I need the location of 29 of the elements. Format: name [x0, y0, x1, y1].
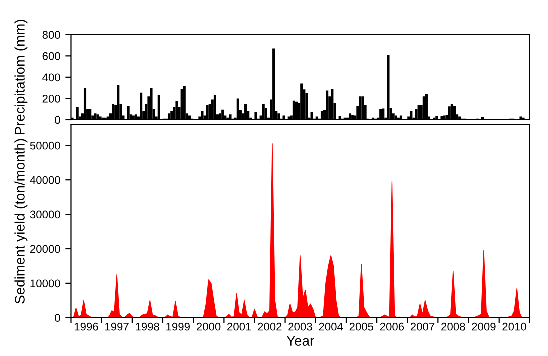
y-tick-label: 40000 — [30, 176, 60, 184]
y-tick-label: 200 — [42, 94, 60, 103]
y-tick-label: 600 — [42, 52, 60, 60]
x-tick-label: 1998 — [136, 322, 160, 331]
x-tick-label: 1996 — [74, 322, 98, 331]
x-tick-label: 2005 — [350, 322, 374, 331]
y-axis-title: Precipitatiom (mm) — [14, 20, 28, 135]
x-tick-label: 1997 — [106, 322, 129, 331]
x-tick-label: 2001 — [228, 322, 252, 331]
x-tick-label: 1999 — [166, 322, 190, 331]
x-tick-label: 2003 — [288, 322, 312, 331]
x-tick-label: 2008 — [442, 322, 466, 331]
y-tick-label: 0 — [55, 116, 60, 124]
x-tick-label: 2006 — [380, 322, 404, 331]
x-tick-label: 2010 — [502, 322, 526, 331]
x-tick-label: 2000 — [196, 322, 221, 331]
y-tick-label: 50000 — [30, 142, 60, 150]
y-tick-label: 800 — [42, 31, 60, 40]
x-tick-label: 2002 — [258, 322, 282, 331]
x-axis-title: Year — [286, 336, 314, 346]
y-tick-label: 10000 — [30, 280, 60, 288]
y-tick-label: 400 — [42, 74, 60, 82]
y-tick-label: 30000 — [30, 210, 60, 219]
x-tick-label: 2009 — [472, 322, 496, 331]
y-tick-label: 0 — [55, 314, 60, 322]
y-tick-label: 20000 — [30, 245, 60, 254]
x-tick-label: 2004 — [319, 322, 344, 331]
x-tick-label: 2007 — [410, 322, 435, 331]
y-axis-title: Sediment yield (ton/month) — [14, 139, 28, 304]
